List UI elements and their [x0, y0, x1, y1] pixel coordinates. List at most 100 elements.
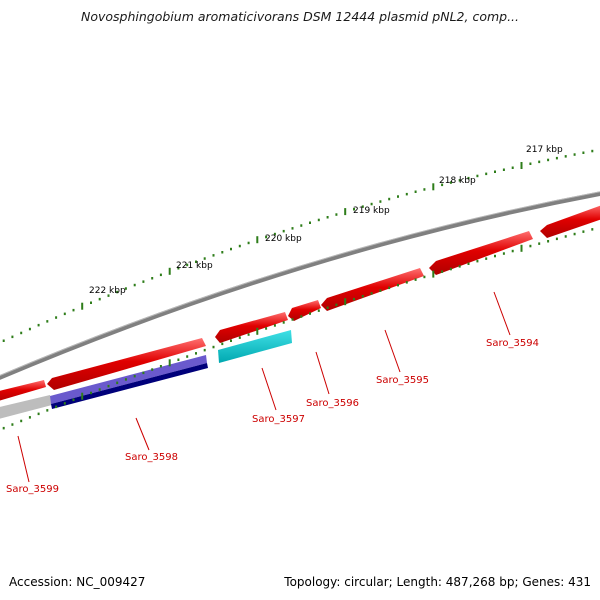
minor-tick [467, 176, 470, 180]
minor-tick [405, 281, 408, 284]
minor-tick [265, 235, 268, 239]
minor-tick [98, 388, 101, 391]
minor-tick [361, 205, 364, 208]
gene-arrow[interactable] [540, 204, 600, 238]
ruler-label-221: 221 kbp [176, 261, 213, 271]
minor-tick [476, 174, 479, 178]
minor-tick [335, 303, 338, 307]
minor-tick [159, 273, 162, 277]
minor-tick [494, 170, 496, 173]
forward-strand-genes [0, 204, 600, 402]
minor-tick [335, 213, 338, 216]
minor-tick [28, 327, 31, 331]
minor-tick [370, 292, 373, 295]
gene-arrow[interactable] [0, 380, 46, 402]
minor-tick [177, 267, 180, 270]
minor-tick [300, 224, 303, 227]
minor-tick [353, 208, 355, 211]
minor-tick [2, 339, 5, 342]
minor-tick [511, 249, 514, 253]
minor-tick [282, 229, 285, 233]
minor-tick [72, 398, 75, 402]
ruler-ticks-inner [2, 228, 594, 430]
minor-tick [458, 265, 461, 268]
ruler-label-222: 222 kbp [89, 286, 126, 296]
minor-tick [133, 283, 136, 287]
minor-tick [186, 263, 189, 267]
blue-feature-bar-dark[interactable] [51, 363, 208, 409]
gene-label-saro-3598[interactable]: Saro_3598 [125, 452, 178, 463]
topology-summary: Topology: circular; Length: 487,268 bp; … [284, 575, 591, 589]
minor-tick [582, 230, 585, 233]
minor-tick [441, 183, 444, 187]
minor-tick [423, 188, 426, 191]
minor-tick [397, 195, 399, 198]
minor-tick [300, 315, 303, 318]
minor-tick [11, 423, 14, 426]
backbone-circle-arc [0, 191, 600, 380]
gene-arrow[interactable] [429, 231, 533, 275]
minor-tick [177, 358, 180, 361]
minor-tick [591, 149, 594, 153]
minor-tick [203, 257, 206, 260]
blue-feature-bar-light[interactable] [50, 355, 207, 404]
minor-tick [291, 318, 294, 321]
minor-tick [221, 251, 224, 254]
minor-tick [494, 254, 496, 258]
page-title: Novosphingobium aromaticivorans DSM 1244… [80, 9, 520, 24]
minor-tick [63, 402, 66, 405]
gene-label-saro-3597[interactable]: Saro_3597 [252, 414, 305, 425]
minor-tick [564, 155, 567, 158]
major-tick [256, 327, 259, 335]
minor-tick [397, 283, 399, 287]
accession-text: Accession: NC_009427 [9, 575, 146, 589]
gene-arrow[interactable] [47, 338, 206, 390]
major-tick [344, 208, 347, 216]
major-tick [256, 236, 259, 244]
minor-tick [11, 335, 14, 339]
minor-tick [273, 232, 276, 236]
minor-tick [529, 244, 532, 248]
minor-tick [142, 280, 145, 283]
minor-tick [449, 267, 452, 271]
minor-tick [221, 342, 224, 346]
minor-tick [582, 151, 585, 154]
backbone-highlight [0, 191, 600, 377]
minor-tick [414, 278, 417, 281]
minor-tick [247, 333, 250, 336]
gray-feature-bar[interactable] [0, 395, 52, 420]
minor-tick [20, 419, 23, 423]
minor-tick [423, 275, 426, 279]
major-tick [432, 270, 435, 278]
major-tick [168, 267, 171, 275]
gene-arrow[interactable] [215, 312, 288, 343]
minor-tick [282, 321, 285, 324]
minor-tick [28, 416, 31, 419]
minor-tick [317, 309, 320, 312]
minor-tick [414, 190, 417, 193]
minor-tick [458, 179, 461, 182]
gene-label-saro-3599[interactable]: Saro_3599 [6, 484, 59, 495]
gene-label-saro-3596[interactable]: Saro_3596 [306, 398, 359, 409]
gene-label-saro-3595[interactable]: Saro_3595 [376, 375, 429, 386]
cyan-feature-bar[interactable] [218, 330, 292, 363]
minor-tick [230, 339, 232, 342]
major-tick [168, 359, 171, 367]
gene-label-saro-3594[interactable]: Saro_3594 [486, 338, 539, 349]
minor-tick [353, 297, 355, 301]
ruler-label-218: 218 kbp [439, 176, 476, 186]
minor-tick [485, 257, 488, 260]
major-tick [81, 392, 84, 400]
gene-arrow[interactable] [321, 268, 424, 311]
minor-tick [46, 409, 49, 412]
gene-arrow[interactable] [288, 300, 321, 321]
minor-tick [405, 192, 408, 196]
minor-tick [555, 237, 558, 241]
minor-tick [441, 270, 444, 273]
minor-tick [529, 162, 532, 165]
minor-tick [195, 260, 197, 263]
minor-tick [317, 218, 320, 222]
minor-tick [326, 216, 329, 219]
minor-tick [485, 172, 488, 176]
